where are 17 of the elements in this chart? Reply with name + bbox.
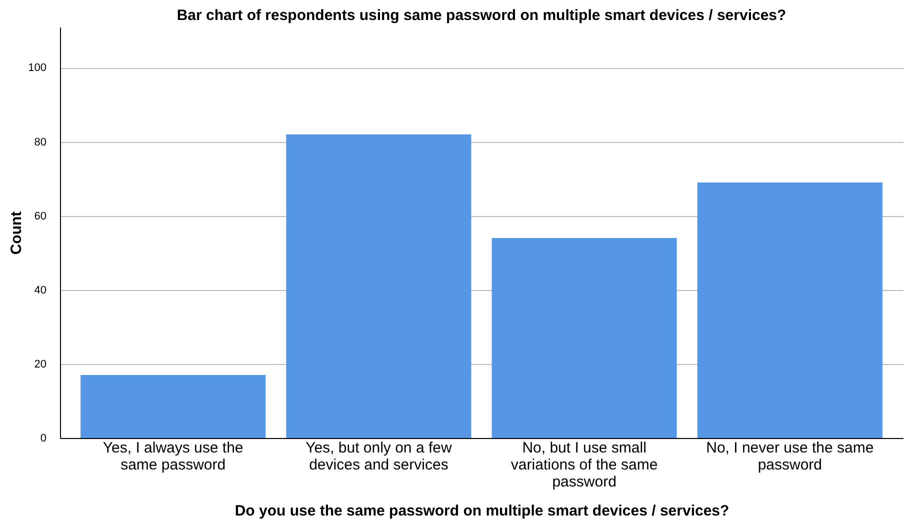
y-tick-label: 0 [40, 432, 46, 444]
bar [286, 134, 472, 438]
x-tick-label: No, but I use small variations of the same password [510, 440, 658, 490]
bar [697, 182, 882, 438]
y-tick-label: 20 [34, 358, 46, 370]
y-tick-label: 60 [34, 210, 46, 222]
x-axis-title: Do you use the same password on multiple smart devices / services? [234, 502, 730, 520]
y-tick-label: 100 [28, 62, 46, 74]
chart-title: Bar chart of respondents using same password on multiple smart devices / services? [176, 7, 786, 24]
y-axis-title: Count [8, 211, 26, 255]
x-tick-label: Yes, but only on a few devices and services [306, 440, 452, 474]
bar [80, 375, 266, 438]
y-tick-label: 40 [34, 284, 46, 296]
x-tick-label: No, I never use the same password [706, 440, 874, 474]
x-tick-label: Yes, I always use the same password [102, 440, 244, 474]
y-tick-label: 80 [34, 136, 46, 148]
bar [492, 238, 677, 438]
